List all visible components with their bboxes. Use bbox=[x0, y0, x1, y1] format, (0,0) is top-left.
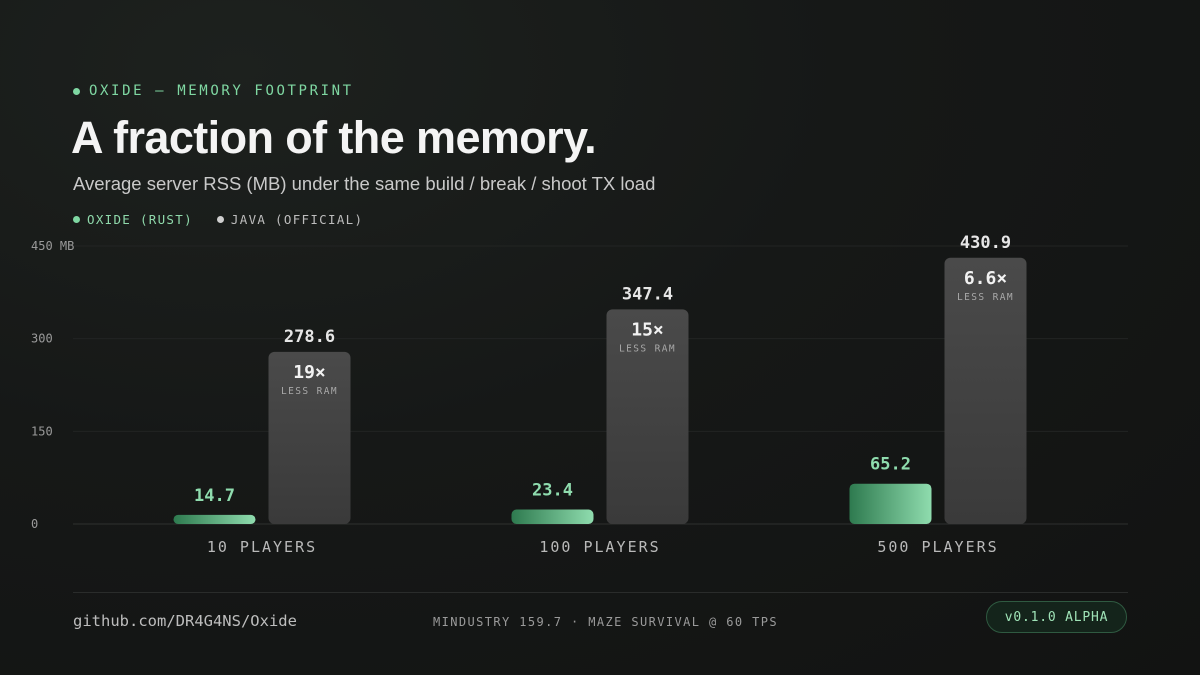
ratio-caption: LESS RAM bbox=[281, 386, 338, 397]
ratio-label: 15× bbox=[631, 319, 664, 340]
y-tick-label: 0 bbox=[31, 517, 38, 531]
value-label-oxide: 65.2 bbox=[870, 455, 911, 475]
ratio-caption: LESS RAM bbox=[619, 343, 676, 354]
bar-java bbox=[268, 351, 351, 524]
category-label: 500 PLAYERS bbox=[877, 538, 998, 556]
value-label-java: 430.9 bbox=[960, 233, 1011, 253]
category-label: 10 PLAYERS bbox=[207, 538, 317, 556]
bar-oxide bbox=[849, 483, 932, 524]
y-tick-label: 450 MB bbox=[31, 239, 74, 253]
ratio-label: 19× bbox=[293, 362, 326, 383]
y-tick-label: 300 bbox=[31, 332, 53, 346]
bar-oxide bbox=[511, 509, 594, 524]
bar-java bbox=[606, 309, 689, 524]
value-label-java: 278.6 bbox=[284, 327, 335, 347]
legend-dot-java-icon bbox=[216, 215, 224, 223]
ratio-label: 6.6× bbox=[964, 268, 1007, 289]
legend-label-oxide: OXIDE (RUST) bbox=[87, 211, 193, 227]
legend-dot-oxide-icon bbox=[73, 215, 80, 223]
benchmark-meta: MINDUSTRY 159.7 · MAZE SURVIVAL @ 60 TPS bbox=[433, 615, 778, 629]
footer-divider bbox=[73, 592, 1128, 593]
page-title: A fraction of the memory. bbox=[71, 112, 597, 163]
ratio-caption: LESS RAM bbox=[957, 292, 1014, 303]
legend-label-java: JAVA (OFFICIAL) bbox=[230, 211, 364, 227]
version-badge: v0.1.0 ALPHA bbox=[986, 601, 1127, 633]
y-tick-label: 150 bbox=[31, 424, 53, 438]
value-label-java: 347.4 bbox=[622, 284, 673, 304]
eyebrow: OXIDE — MEMORY FOOTPRINT bbox=[73, 82, 354, 100]
category-label: 100 PLAYERS bbox=[539, 538, 660, 556]
bar-oxide bbox=[173, 514, 256, 524]
bar-java bbox=[944, 257, 1027, 524]
eyebrow-dot-icon bbox=[73, 87, 80, 95]
eyebrow-label: OXIDE — MEMORY FOOTPRINT bbox=[89, 83, 354, 99]
legend-item-java: JAVA (OFFICIAL) bbox=[216, 211, 364, 227]
repo-link[interactable]: github.com/DR4G4NS/Oxide bbox=[73, 612, 297, 630]
value-label-oxide: 23.4 bbox=[532, 481, 573, 501]
legend-item-oxide: OXIDE (RUST) bbox=[73, 212, 193, 227]
value-label-oxide: 14.7 bbox=[194, 486, 235, 506]
chart-legend: OXIDE (RUST) JAVA (OFFICIAL) bbox=[73, 210, 363, 228]
page-subtitle: Average server RSS (MB) under the same b… bbox=[73, 173, 656, 194]
